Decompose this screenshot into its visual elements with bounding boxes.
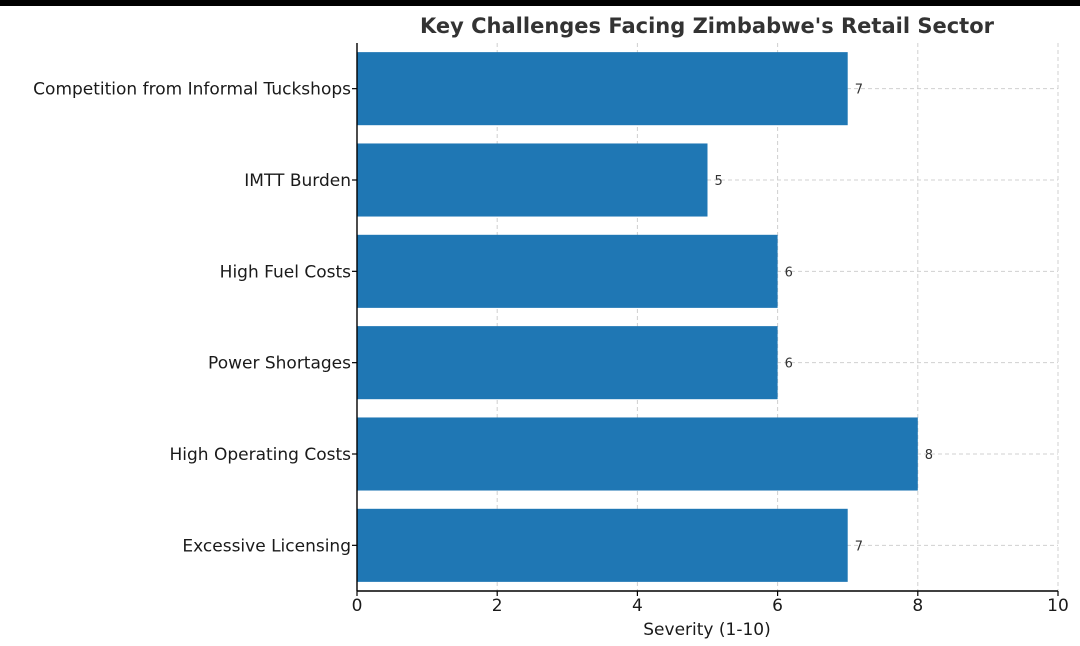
- top-strip: [0, 0, 1080, 6]
- bar-value-label: 7: [855, 539, 863, 554]
- bar: [357, 417, 918, 491]
- bar: [357, 508, 848, 582]
- category-label: High Operating Costs: [169, 445, 351, 465]
- x-tick-label: 2: [492, 596, 503, 616]
- category-label: IMTT Burden: [244, 171, 351, 191]
- category-label: Excessive Licensing: [182, 536, 351, 556]
- bar-value-label: 8: [925, 448, 933, 463]
- x-ticks: 0 2 4 6 8 10: [352, 88, 1069, 616]
- category-label: Power Shortages: [208, 354, 351, 374]
- x-tick-label: 6: [772, 596, 783, 616]
- bar: [357, 143, 708, 217]
- axes: [356, 43, 1058, 592]
- x-tick-label: 10: [1047, 596, 1069, 616]
- category-label: Competition from Informal Tuckshops: [33, 80, 351, 100]
- bar-value-label: 6: [785, 265, 793, 280]
- x-tick-label: 4: [632, 596, 643, 616]
- chart-title: Key Challenges Facing Zimbabwe's Retail …: [420, 14, 995, 38]
- x-tick-label: 0: [352, 596, 363, 616]
- bar: [357, 234, 778, 308]
- x-tick-label: 8: [912, 596, 923, 616]
- x-axis-label: Severity (1-10): [643, 620, 770, 640]
- bars: 7 5 6 6 8 7: [357, 52, 933, 582]
- bar-value-label: 7: [855, 83, 863, 98]
- bar-value-label: 6: [785, 357, 793, 372]
- category-label: High Fuel Costs: [220, 262, 351, 282]
- bar: [357, 326, 778, 400]
- category-labels: Competition from Informal Tuckshops IMTT …: [33, 80, 351, 557]
- bar-value-label: 5: [715, 174, 723, 189]
- bar: [357, 52, 848, 126]
